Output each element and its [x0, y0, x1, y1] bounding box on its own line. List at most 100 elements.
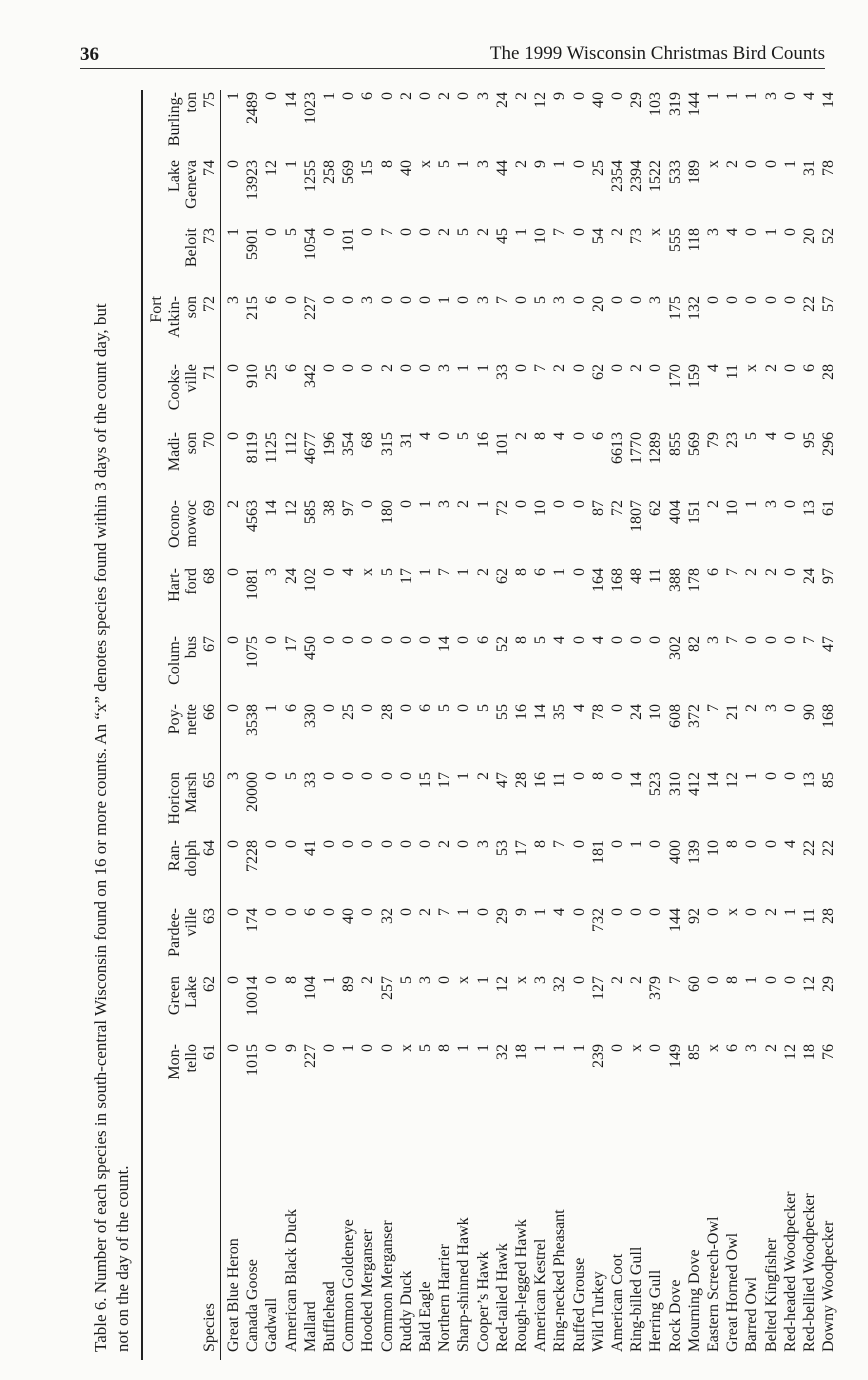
- species-name: Ring-billed Gull: [628, 1246, 646, 1352]
- count-cell: 4563: [244, 500, 262, 532]
- count-cell: 5: [417, 1044, 435, 1052]
- count-cell: 1: [743, 92, 761, 100]
- count-cell: 2394: [628, 160, 646, 192]
- count-cell: 14: [705, 772, 723, 788]
- count-cell: 25: [340, 704, 358, 720]
- count-cell: 2: [743, 704, 761, 712]
- count-cell: 7: [724, 636, 742, 644]
- count-cell: 12: [282, 500, 300, 516]
- count-cell: 11: [647, 568, 665, 584]
- count-cell: 2: [397, 92, 415, 100]
- count-cell: 2: [417, 908, 435, 916]
- count-cell: 3: [417, 976, 435, 984]
- count-cell: 11: [724, 364, 742, 380]
- count-cell: 48: [628, 568, 646, 584]
- count-cell: 3: [474, 92, 492, 100]
- table-row: Downy Woodpecker 76 29 28 22 85 168 47 97 61 296 28…: [819, 90, 838, 1360]
- count-cell: 4677: [301, 432, 319, 464]
- table-row: Gadwall 0 0 0 0 0 1 0 3 14 1125 25 6 0 12 0: [262, 90, 281, 1360]
- species-name: Mallard: [301, 1301, 319, 1352]
- species-count-table: Species Mon-tello 61 Green Lake 62 Pardee-vil…: [148, 90, 839, 1360]
- count-cell: 0: [455, 704, 473, 712]
- count-cell: 0: [263, 636, 281, 644]
- count-cell: 0: [570, 92, 588, 100]
- count-cell: 1: [321, 976, 339, 984]
- count-cell: 6: [532, 568, 550, 576]
- count-cell: 0: [724, 296, 742, 304]
- count-cell: 0: [647, 840, 665, 848]
- count-cell: 8: [724, 840, 742, 848]
- table-row: Rock Dove 149 7 144 400 310 608 302 388 404 855 170…: [666, 90, 685, 1360]
- count-cell: 0: [282, 840, 300, 848]
- count-cell: 0: [359, 704, 377, 712]
- count-name-line: ton: [183, 92, 200, 113]
- count-cell: 7: [493, 296, 511, 304]
- count-cell: 10: [705, 840, 723, 856]
- count-cell: 0: [282, 296, 300, 304]
- count-cell: 103: [647, 92, 665, 116]
- count-cell: 0: [570, 160, 588, 168]
- count-number: 72: [200, 296, 218, 312]
- count-cell: 3: [705, 636, 723, 644]
- count-cell: 61: [820, 500, 838, 516]
- count-cell: 6: [589, 432, 607, 440]
- count-cell: 0: [762, 772, 780, 780]
- table-row: Common Goldeneye 1 89 40 0 0 25 0 4 97 354 0 0 101 569…: [339, 90, 358, 1360]
- count-cell: 97: [820, 568, 838, 584]
- table-row: Mourning Dove 85 60 92 139 412 372 82 178 151 569 1…: [685, 90, 704, 1360]
- page-number: 36: [80, 44, 99, 65]
- count-cell: 3: [532, 976, 550, 984]
- count-cell: 0: [743, 908, 761, 916]
- count-column-header: Burling-ton 75: [148, 90, 221, 158]
- count-number: 68: [200, 568, 218, 584]
- count-cell: 1: [743, 500, 761, 508]
- count-cell: 0: [743, 228, 761, 236]
- count-cell: 16: [513, 704, 531, 720]
- table-row: Mallard 227 104 6 41 33 330 450 102 585 4677 342 227…: [301, 90, 320, 1360]
- count-number: 67: [200, 636, 218, 652]
- count-cell: 4: [570, 704, 588, 712]
- count-cell: 53: [493, 840, 511, 856]
- count-cell: 12: [801, 976, 819, 992]
- species-name: Sharp-shinned Hawk: [455, 1217, 473, 1352]
- count-cell: 0: [570, 500, 588, 508]
- count-cell: 0: [781, 976, 799, 984]
- count-cell: 104: [301, 976, 319, 1000]
- count-cell: 0: [743, 160, 761, 168]
- count-cell: 354: [340, 432, 358, 456]
- count-cell: 101: [493, 432, 511, 456]
- count-cell: 1807: [628, 500, 646, 532]
- count-cell: 0: [225, 1044, 242, 1052]
- count-cell: 62: [647, 500, 665, 516]
- count-name-line: Poy-: [165, 704, 183, 735]
- count-cell: 44: [493, 160, 511, 176]
- count-cell: 40: [340, 908, 358, 924]
- count-cell: 0: [513, 296, 531, 304]
- table-row: Ruffed Grouse 1 0 0 0 0 4 0 0 0 0 0 0 0 0 0: [570, 90, 589, 1360]
- count-cell: 18: [513, 1044, 531, 1060]
- count-cell: 1: [513, 228, 531, 236]
- count-cell: 412: [685, 772, 703, 796]
- count-cell: 0: [570, 908, 588, 916]
- count-cell: 0: [397, 296, 415, 304]
- count-column-header: Ran-dolph 64: [148, 838, 221, 906]
- table-row: Common Merganser 0 257 32 0 0 28 0 5 180 315 2 0 7 8 0: [378, 90, 397, 1360]
- count-cell: 0: [609, 772, 627, 780]
- species-name: Herring Gull: [647, 1269, 665, 1352]
- count-cell: 23: [724, 432, 742, 448]
- count-cell: 73: [628, 228, 646, 244]
- count-cell: 0: [609, 364, 627, 372]
- count-cell: 1: [781, 908, 799, 916]
- species-column-header: Species: [148, 1110, 221, 1360]
- table-row: Hooded Merganser 0 2 0 0 0 0 0 x 0 68 0 3 0 15 6: [358, 90, 377, 1360]
- count-cell: 0: [762, 296, 780, 304]
- count-cell: 855: [666, 432, 684, 456]
- count-cell: 0: [359, 908, 377, 916]
- count-name-line: Ocono-: [165, 500, 183, 548]
- count-cell: 3: [705, 228, 723, 236]
- count-cell: 1: [781, 160, 799, 168]
- count-name-line: ford: [183, 568, 200, 595]
- count-cell: 2: [436, 840, 454, 848]
- count-cell: 1: [570, 1044, 588, 1052]
- count-cell: 0: [359, 1044, 377, 1052]
